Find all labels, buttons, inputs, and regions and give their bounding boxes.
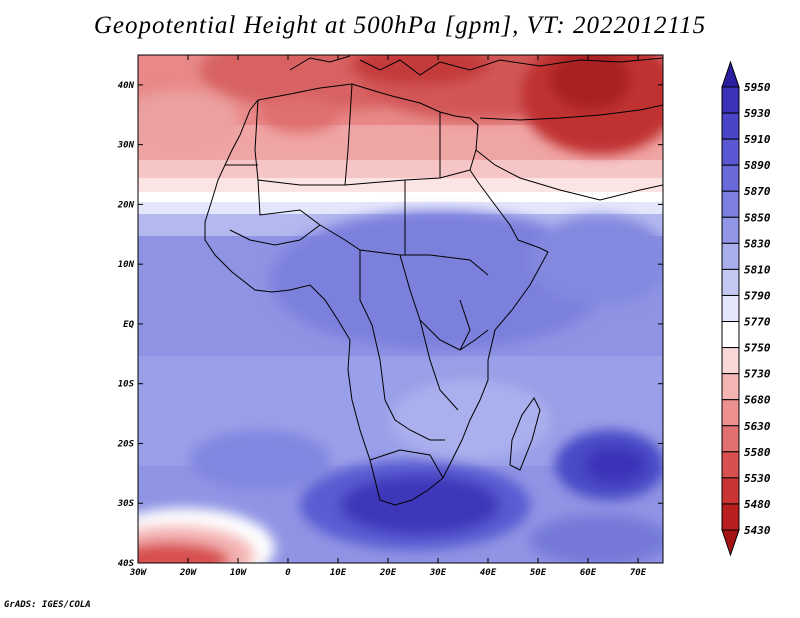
map-figure: 40N 30N 20N 10N EQ 10S 20S 30S 40S 30W 20W 10W 0 10E… <box>117 54 771 578</box>
lon-label: 60E <box>580 568 597 578</box>
colorbar-box <box>721 321 740 349</box>
colorbar-label: 5630 <box>744 420 771 433</box>
lon-label: 40E <box>480 568 497 578</box>
lon-label: 10E <box>330 568 347 578</box>
colorbar-box <box>721 190 740 218</box>
lon-label: 70E <box>630 568 647 578</box>
lat-label: 30S <box>117 499 135 509</box>
colorbar-box <box>721 138 740 166</box>
colorbar-box <box>721 164 740 192</box>
lat-ticks: 40N 30N 20N 10N EQ 10S 20S 30S 40S <box>117 81 663 569</box>
colorbar-label: 5910 <box>744 133 771 146</box>
colorbar-box <box>721 112 740 140</box>
colorbar-label: 5430 <box>744 524 771 537</box>
colorbar-bottom-arrow <box>721 529 740 557</box>
lon-label: 0 <box>285 568 291 578</box>
lon-label: 20E <box>379 568 397 578</box>
colorbar-box <box>721 268 740 296</box>
colorbar-box <box>721 425 740 453</box>
lat-label: 40N <box>118 81 135 91</box>
colorbar-label: 5930 <box>744 107 771 120</box>
coastlines <box>204 55 663 506</box>
colorbar-label: 5730 <box>744 368 771 381</box>
colorbar-label: 5830 <box>744 237 771 250</box>
lat-label: 20S <box>117 439 135 449</box>
lon-label: 30W <box>129 568 148 578</box>
colorbar-box <box>721 216 740 244</box>
colorbar-box <box>721 86 740 114</box>
lon-label: 20W <box>179 568 198 578</box>
height-field <box>138 55 663 563</box>
colorbar-label: 5680 <box>744 394 771 407</box>
lon-label: 30E <box>429 568 447 578</box>
colorbar-label: 5810 <box>744 263 771 276</box>
map-title: Geopotential Height at 500hPa [gpm], VT:… <box>93 12 707 39</box>
colorbar-box <box>721 347 740 375</box>
colorbar-label: 5530 <box>744 472 771 485</box>
lat-label: 10N <box>118 260 135 270</box>
colorbar-label: 5790 <box>744 289 771 302</box>
colorbar-box <box>721 451 740 479</box>
lat-label: 40S <box>118 559 135 569</box>
colorbar-label: 5580 <box>744 446 771 459</box>
colorbar-label: 5950 <box>744 81 771 94</box>
colorbar-label: 5480 <box>744 498 771 511</box>
lon-ticks: 30W 20W 10W 0 10E 20E 30E 40E 50E 60E 70E <box>129 55 647 578</box>
colorbar-box <box>721 373 740 401</box>
lat-label: EQ <box>123 320 134 330</box>
lon-label: 10W <box>230 568 248 578</box>
lat-label: 10S <box>118 380 135 390</box>
lat-label: 30N <box>117 141 135 151</box>
colorbar-box <box>721 477 740 505</box>
lat-label: 20N <box>117 200 135 210</box>
colorbar-label: 5890 <box>744 159 771 172</box>
colorbar: 5950 5930 5910 5890 5870 5850 5830 5810 5790 5770… <box>721 60 771 557</box>
colorbar-label: 5850 <box>744 211 771 224</box>
colorbar-box <box>721 242 740 270</box>
colorbar-label: 5750 <box>744 342 771 355</box>
colorbar-label: 5770 <box>744 316 771 329</box>
colorbar-box <box>721 294 740 323</box>
lon-label: 50E <box>530 568 547 578</box>
colorbar-label: 5870 <box>744 185 771 198</box>
colorbar-box <box>721 399 740 427</box>
colorbar-top-arrow <box>721 60 740 88</box>
credit-label: GrADS: IGES/COLA <box>4 600 91 610</box>
colorbar-box <box>721 503 740 531</box>
